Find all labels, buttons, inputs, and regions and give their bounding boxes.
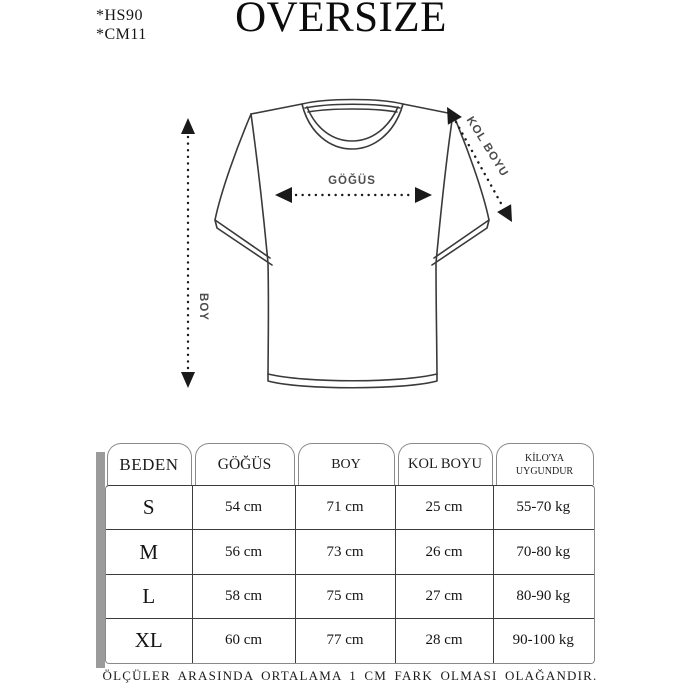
column-header-kiloya-uygundur: KİLO'YA UYGUNDUR (495, 443, 594, 485)
column-header-beden: BEDEN (106, 443, 192, 485)
table-row-s: S 54 cm 71 cm 25 cm 55-70 kg (106, 486, 594, 531)
cell-sleeve: 25 cm (396, 486, 494, 530)
cell-chest: 60 cm (193, 619, 296, 663)
table-row-l: L 58 cm 75 cm 27 cm 80-90 kg (106, 574, 594, 620)
tshirt-right-cuff (433, 219, 490, 259)
cell-weight: 90-100 kg (512, 632, 574, 649)
cell-weight: 70-80 kg (516, 543, 571, 560)
footnote: ÖLÇÜLER ARASINDA ORTALAMA 1 CM FARK OLMA… (102, 668, 598, 683)
sleeve-arrowhead-bottom (497, 204, 512, 222)
table-left-shadow (96, 452, 105, 668)
tshirt-collar-rib-2 (307, 108, 398, 113)
column-header-boy: BOY (297, 443, 395, 485)
cell-size: L (106, 574, 193, 619)
chest-arrowhead-left (275, 187, 292, 203)
sleeve-label: KOL BOYU (464, 115, 510, 179)
chest-arrow (275, 187, 432, 203)
page-title: OVERSİZE (235, 0, 447, 41)
cell-size: XL (106, 619, 193, 663)
cell-sleeve: 26 cm (396, 530, 494, 574)
length-arrowhead-top (181, 118, 195, 134)
chest-arrowhead-right (415, 187, 432, 203)
product-codes: *HS90 *CM11 (96, 7, 147, 45)
product-code-1: *HS90 (96, 7, 143, 24)
tshirt-sketch: GÖĞÜS BOY KOL BOYU (181, 98, 512, 389)
cell-chest: 58 cm (193, 574, 296, 619)
length-label: BOY (197, 293, 209, 321)
size-table-body: S 54 cm 71 cm 25 cm 55-70 kg M 56 cm 73 … (105, 485, 595, 664)
tshirt-collar-band (306, 106, 399, 142)
tshirt-hem-line (267, 373, 438, 382)
size-table-header: BEDEN GÖĞÜS BOY KOL BOYU KİLO'YA UYGUNDU… (105, 443, 595, 485)
size-table: BEDEN GÖĞÜS BOY KOL BOYU KİLO'YA UYGUNDU… (105, 443, 595, 664)
sleeve-arrow (447, 107, 512, 222)
cell-length: 73 cm (296, 530, 396, 574)
cell-sleeve: 27 cm (396, 574, 494, 619)
sleeve-arrowhead-top (447, 107, 462, 125)
cell-sleeve: 28 cm (396, 619, 494, 663)
cell-chest: 54 cm (193, 486, 296, 530)
tshirt-collar-back (301, 98, 404, 105)
tshirt-body-outline (250, 103, 454, 389)
cell-length: 77 cm (296, 619, 396, 663)
tshirt-measurement-diagram: GÖĞÜS BOY KOL BOYU (150, 85, 570, 415)
cell-size: S (106, 486, 193, 530)
table-row-m: M 56 cm 73 cm 26 cm 70-80 kg (106, 530, 594, 575)
length-arrow (181, 118, 195, 388)
tshirt-left-sleeve (214, 113, 273, 266)
cell-weight: 55-70 kg (516, 499, 571, 516)
length-arrowhead-bottom (181, 372, 195, 388)
table-row-xl: XL 60 cm 77 cm 28 cm 90-100 kg (106, 619, 594, 663)
cell-length: 71 cm (296, 486, 396, 530)
cell-length: 75 cm (296, 574, 396, 619)
cell-weight: 80-90 kg (516, 587, 571, 604)
column-header-kol-boyu: KOL BOYU (397, 443, 493, 485)
column-header-gogus: GÖĞÜS (194, 443, 295, 485)
tshirt-collar-rib-1 (304, 103, 401, 109)
cell-size: M (106, 530, 193, 574)
tshirt-left-cuff (214, 219, 271, 259)
chest-label: GÖĞÜS (328, 174, 376, 187)
cell-chest: 56 cm (193, 530, 296, 574)
product-code-2: *CM11 (96, 25, 147, 43)
